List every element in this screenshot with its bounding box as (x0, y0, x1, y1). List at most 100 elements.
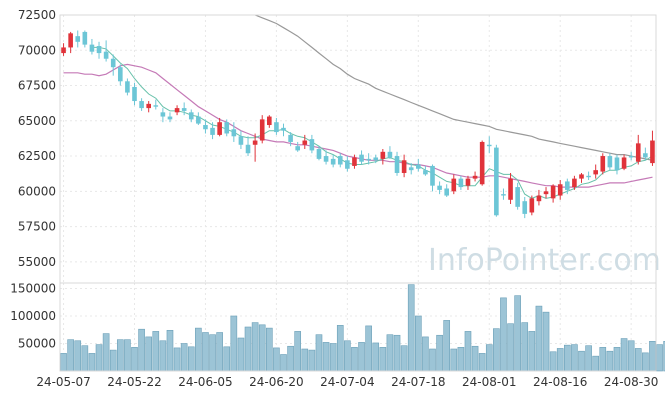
candle (536, 189, 542, 206)
volume-bar (507, 323, 514, 372)
candle-body (210, 127, 215, 135)
volume-bar (138, 328, 145, 372)
candle (352, 154, 357, 169)
volume-bar (422, 336, 429, 372)
candle (515, 182, 520, 210)
candle-body (650, 140, 655, 164)
candle (437, 181, 442, 195)
volume-bar (145, 336, 153, 372)
candle (444, 184, 449, 197)
candle (238, 130, 244, 149)
candle (345, 156, 350, 172)
candle-body (600, 156, 606, 172)
candle-body (160, 112, 166, 117)
candle-body (472, 175, 478, 179)
volume-bar (549, 351, 557, 372)
volume-bar (216, 332, 223, 372)
candle-body (110, 58, 116, 68)
volume-bar (173, 347, 181, 372)
volume-bar (485, 344, 493, 372)
candle-body (373, 157, 379, 161)
volume-bar (649, 340, 656, 372)
candle (295, 141, 300, 152)
volume-bar (294, 331, 302, 372)
date-tick-label: 24-06-20 (249, 375, 303, 389)
price-tick-label: 57500 (18, 220, 56, 234)
volume-bar (287, 345, 294, 372)
date-tick-label: 24-05-22 (107, 375, 161, 389)
volume-bar (251, 322, 259, 372)
price-tick-label: 72500 (18, 8, 56, 22)
candle-body (529, 198, 535, 213)
volume-bar (88, 353, 96, 372)
volume-bar (521, 322, 529, 372)
volume-bar (244, 326, 252, 372)
candle (494, 144, 499, 217)
volume-bar (202, 332, 209, 372)
candle-body (245, 144, 251, 154)
candle-body (167, 116, 173, 120)
volume-bar (166, 329, 174, 372)
candle (118, 64, 123, 86)
candle-body (295, 146, 300, 151)
volume-bar (457, 347, 465, 372)
candle (430, 164, 435, 192)
candle (288, 132, 293, 147)
candle (96, 41, 102, 59)
volume-bar (223, 346, 231, 372)
volume-bar (209, 334, 216, 372)
candle (572, 175, 577, 190)
volume-bar (436, 334, 443, 372)
volume-bar (67, 339, 74, 372)
candle-body (643, 153, 648, 158)
volume-bar (195, 327, 202, 372)
candle-body (103, 51, 109, 59)
volume-bar (280, 354, 287, 372)
candle (153, 99, 159, 110)
candle (614, 154, 620, 175)
volume-bar (273, 347, 280, 372)
candle (196, 112, 201, 126)
volume-bar (500, 297, 507, 372)
volume-bar (400, 345, 408, 372)
candle-body (75, 36, 81, 42)
candle-body (196, 116, 201, 124)
volume-bar (393, 334, 401, 372)
candle-body (579, 174, 584, 179)
volume-bar (265, 327, 273, 372)
candle (565, 178, 570, 195)
volume-bar (429, 348, 436, 372)
volume-bar (514, 295, 521, 372)
candle (451, 174, 457, 195)
price-tick-label: 55000 (18, 255, 56, 269)
candle-body (274, 122, 279, 133)
mid-moving-average-line (63, 63, 653, 188)
candle (508, 172, 513, 205)
volume-axis-labels: 50000 100000 150000 (10, 282, 56, 351)
candle (529, 195, 535, 216)
candle-body (337, 156, 343, 165)
candle (579, 172, 584, 183)
candle (550, 184, 556, 203)
candle (167, 112, 173, 123)
candle-body (621, 157, 627, 169)
volume-bar (585, 345, 592, 372)
volume-bar (230, 315, 238, 372)
candle (323, 150, 329, 165)
candle (210, 122, 215, 140)
volume-bar (109, 349, 117, 372)
candle (181, 102, 187, 116)
candle-body (607, 156, 613, 168)
candle (543, 187, 549, 199)
date-tick-label: 24-07-18 (391, 375, 445, 389)
long-moving-average-line (254, 14, 653, 161)
moving-average-lines (63, 14, 653, 199)
candle (316, 146, 322, 161)
candle (89, 38, 95, 55)
volume-bar (642, 352, 649, 372)
candle-body (501, 194, 506, 196)
volume-bar (81, 345, 89, 372)
candle (621, 154, 627, 171)
candle (408, 163, 414, 175)
candle-body (494, 147, 499, 216)
